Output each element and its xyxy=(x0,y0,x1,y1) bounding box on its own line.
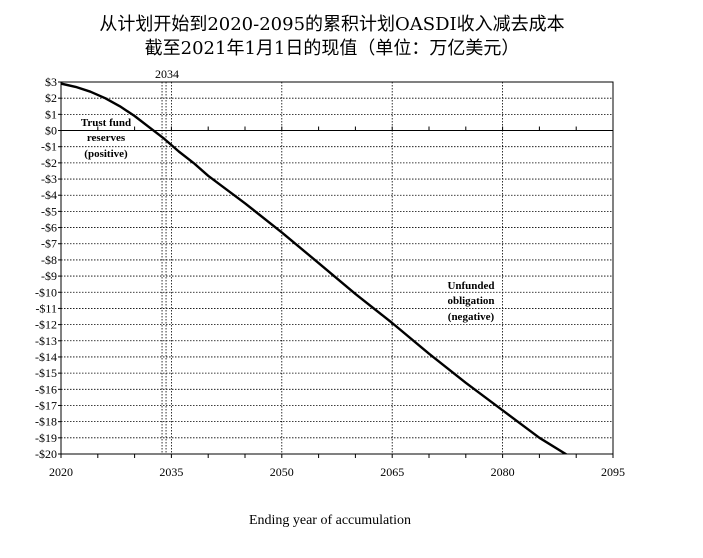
x-tick-label: 2095 xyxy=(601,465,625,479)
y-tick-label: -$6 xyxy=(41,221,57,235)
annotation-unfunded-line1: Unfunded xyxy=(447,280,494,292)
y-tick-label: $1 xyxy=(45,107,57,121)
y-tick-label: -$10 xyxy=(35,285,57,299)
x-axis-label: Ending year of accumulation xyxy=(249,513,411,528)
y-tick-label: -$3 xyxy=(41,172,57,186)
annotation-unfunded-line2: obligation xyxy=(447,295,494,307)
x-tick-label: 2065 xyxy=(380,465,404,479)
x-tick-label: 2080 xyxy=(491,465,515,479)
series xyxy=(61,82,568,454)
y-tick-label: -$19 xyxy=(35,431,57,445)
chart-title: 从计划开始到2020-2095的累积计划OASDI收入减去成本 xyxy=(99,14,564,35)
y-tick-label: -$1 xyxy=(41,140,57,154)
y-tick-label: -$17 xyxy=(35,398,57,412)
y-tick-label: $0 xyxy=(45,124,57,138)
annotation-trust-fund-line1: Trust fund xyxy=(81,117,131,129)
y-tick-label: -$8 xyxy=(41,253,57,267)
y-tick-label: -$20 xyxy=(35,447,57,461)
plot-frame xyxy=(60,81,614,455)
x-tick-label: 2050 xyxy=(270,465,294,479)
y-tick-label: -$12 xyxy=(35,318,57,332)
axes xyxy=(58,81,614,458)
grid xyxy=(61,82,613,454)
y-tick-label: -$7 xyxy=(41,237,57,251)
x-tick-labels: 2020 2035 2050 2065 2080 2095 xyxy=(49,465,625,479)
series-line xyxy=(61,82,568,454)
annotation-trust-fund-line2: reserves xyxy=(87,132,126,144)
x-tick-label: 2020 xyxy=(49,465,73,479)
reference-year-label: 2034 xyxy=(155,67,179,81)
chart-subtitle: 截至2021年1月1日的现值（单位：万亿美元） xyxy=(145,38,520,59)
y-tick-label: -$13 xyxy=(35,334,57,348)
y-tick-label: -$5 xyxy=(41,204,57,218)
y-tick-labels: $3 $2 $1 $0 -$1 -$2 -$3 -$4 -$5 -$6 -$7 -$8 -$9 -$10 -… xyxy=(35,75,57,461)
y-tick-label: $2 xyxy=(45,91,57,105)
y-tick-label: -$11 xyxy=(35,301,57,315)
y-tick-label: -$4 xyxy=(41,188,57,202)
x-tick-label: 2035 xyxy=(159,465,183,479)
y-tick-label: -$9 xyxy=(41,269,57,283)
y-tick-label: $3 xyxy=(45,75,57,89)
y-tick-label: -$18 xyxy=(35,415,57,429)
y-tick-label: -$2 xyxy=(41,156,57,170)
y-tick-label: -$14 xyxy=(35,350,57,364)
annotation-unfunded-line3: (negative) xyxy=(448,311,495,323)
annotation-trust-fund-line3: (positive) xyxy=(84,148,128,160)
y-tick-label: -$16 xyxy=(35,382,57,396)
y-tick-label: -$15 xyxy=(35,366,57,380)
